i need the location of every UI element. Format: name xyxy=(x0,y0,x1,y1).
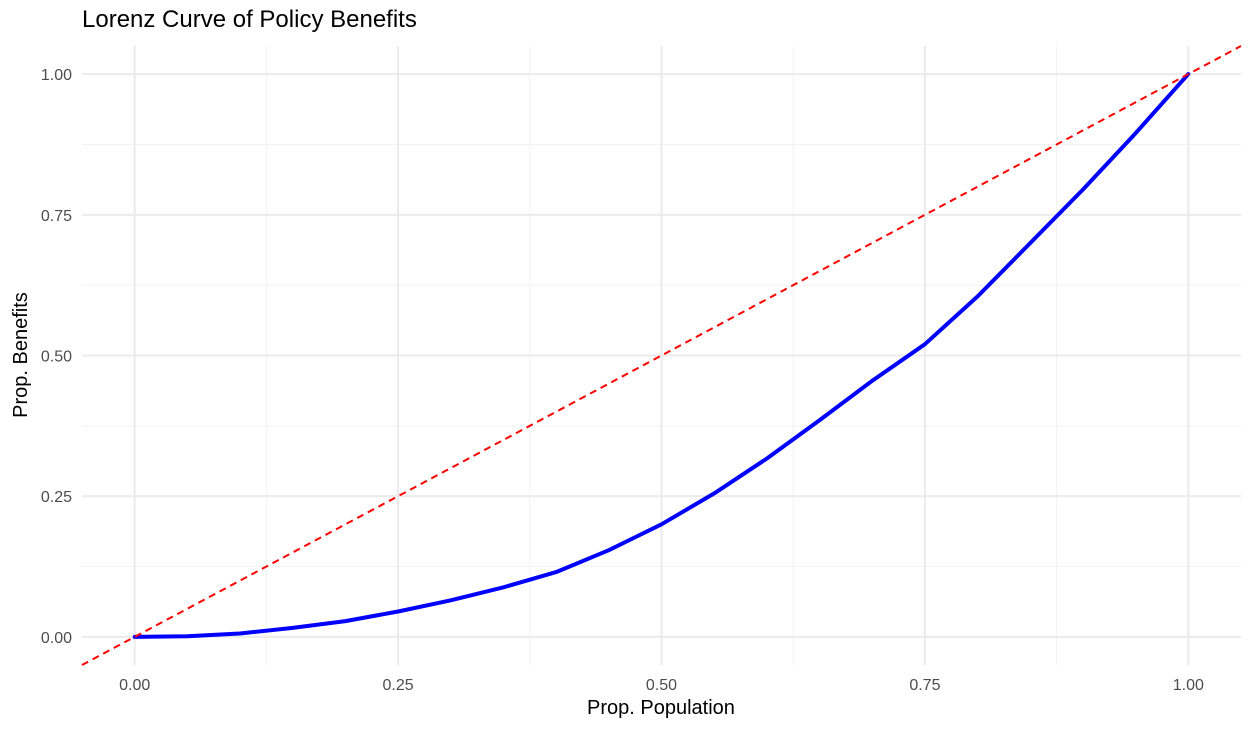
x-axis-ticks: 0.00 0.25 0.50 0.75 1.00 xyxy=(119,677,1204,694)
y-axis-title: Prop. Benefits xyxy=(10,292,32,418)
y-tick-label: 0.75 xyxy=(41,208,72,225)
lorenz-curve-line xyxy=(132,72,1191,639)
x-axis-title: Prop. Population xyxy=(587,697,735,719)
x-tick-label: 0.50 xyxy=(646,677,677,694)
x-tick-label: 0.25 xyxy=(383,677,414,694)
equality-line xyxy=(81,45,1242,666)
major-gridlines xyxy=(82,46,1241,665)
x-tick-label: 1.00 xyxy=(1173,677,1204,694)
x-tick-label: 0.75 xyxy=(909,677,940,694)
y-tick-label: 0.00 xyxy=(41,630,72,647)
y-tick-label: 0.25 xyxy=(41,489,72,506)
chart-title: Lorenz Curve of Policy Benefits xyxy=(82,6,417,33)
series-layer xyxy=(81,45,1242,666)
y-tick-label: 1.00 xyxy=(41,67,72,84)
y-axis-ticks: 0.00 0.25 0.50 0.75 1.00 xyxy=(41,67,72,647)
y-tick-label: 0.50 xyxy=(41,349,72,366)
x-tick-label: 0.00 xyxy=(119,677,150,694)
